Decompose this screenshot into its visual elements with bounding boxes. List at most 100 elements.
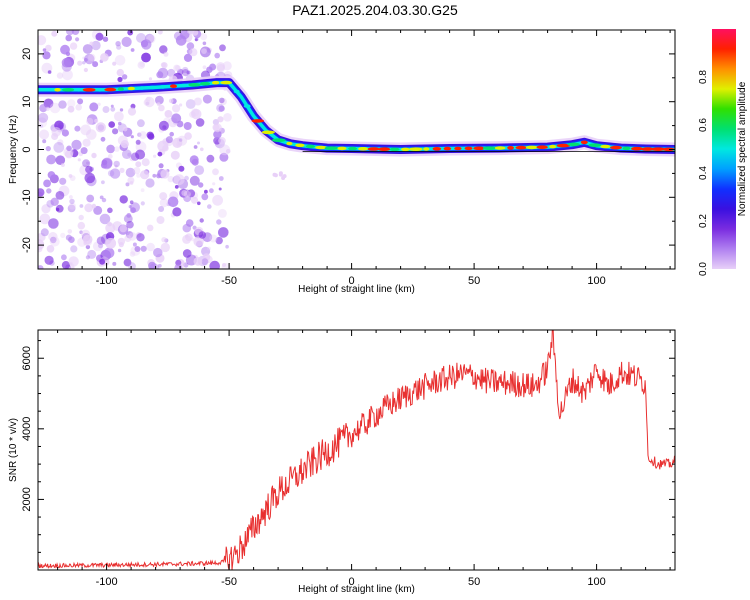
noise-blob: [177, 135, 188, 146]
noise-blob: [39, 213, 51, 225]
snr-y-tick-label: 4000: [21, 417, 33, 441]
noise-blob: [167, 68, 176, 78]
noise-blob: [38, 112, 49, 123]
noise-blob: [174, 264, 183, 269]
noise-blob: [83, 67, 88, 73]
noise-blob: [99, 195, 104, 200]
noise-blob: [121, 36, 132, 48]
noise-blob: [93, 205, 103, 215]
ridge-peak: [556, 143, 570, 148]
ridge-peak: [482, 146, 497, 150]
ridge-peak: [423, 147, 430, 151]
noise-blob: [71, 139, 82, 150]
noise-blob: [77, 98, 84, 105]
ridge-peak: [324, 146, 339, 150]
noise-blob: [216, 219, 222, 225]
noise-blob: [69, 198, 75, 205]
noise-blob: [48, 218, 59, 229]
noise-blob: [114, 146, 120, 152]
noise-blob: [122, 149, 132, 159]
noise-blob: [132, 242, 137, 247]
noise-blob: [117, 248, 122, 253]
noise-blob: [186, 42, 195, 50]
noise-blob: [91, 152, 97, 159]
colorbar-label: Normalized spectral amplitude: [737, 81, 748, 216]
noise-blob: [39, 129, 50, 140]
spectrogram-x-tick-label: 100: [587, 275, 605, 287]
noise-blob: [84, 172, 96, 184]
noise-blob: [42, 48, 47, 52]
noise-blob: [38, 188, 45, 197]
noise-blob: [182, 249, 192, 258]
noise-blob: [146, 224, 154, 232]
noise-blob: [61, 129, 69, 137]
noise-blob: [116, 68, 125, 77]
noise-blob: [178, 165, 185, 172]
noise-blob: [89, 102, 99, 112]
noise-blob: [121, 74, 128, 80]
ridge-peak: [243, 104, 251, 108]
noise-blob: [205, 255, 213, 264]
noise-blob: [278, 171, 283, 176]
noise-blob: [214, 52, 220, 59]
snr-x-tick-label: 0: [349, 576, 355, 588]
ridge-peak: [337, 146, 347, 151]
noise-blob: [189, 175, 200, 186]
noise-blob: [191, 158, 199, 166]
noise-blob: [86, 161, 90, 165]
noise-blob: [95, 122, 106, 133]
noise-blob: [99, 258, 106, 265]
ridge-peak: [220, 80, 233, 85]
noise-blob: [44, 255, 54, 265]
ridge-peak: [641, 147, 654, 151]
noise-blob: [193, 236, 204, 247]
ridge-peak: [443, 146, 452, 151]
noise-blob: [119, 195, 128, 204]
noise-blob: [70, 245, 78, 253]
noise-blob: [103, 247, 115, 259]
spectrogram-y-axis-label: Frequency (Hz): [8, 115, 19, 184]
noise-blob: [130, 48, 135, 52]
snr-line: [38, 330, 675, 570]
ridge-peak: [138, 86, 146, 90]
noise-blob: [158, 104, 165, 112]
noise-blob: [160, 242, 170, 253]
noise-blob: [82, 138, 91, 147]
ridge-peak: [200, 81, 211, 86]
noise-blob: [153, 154, 157, 158]
noise-blob: [193, 256, 203, 266]
noise-blob: [86, 117, 94, 125]
noise-blob: [219, 98, 227, 106]
noise-blob: [174, 185, 179, 189]
colorbar-tick-label: 0.8: [698, 70, 709, 84]
noise-blob: [85, 244, 91, 250]
noise-blob: [105, 237, 117, 249]
noise-blob: [189, 111, 196, 118]
noise-blob: [117, 76, 123, 83]
ridge-peak: [536, 145, 548, 149]
ridge-peak: [525, 145, 538, 150]
noise-blob: [119, 224, 127, 233]
noise-blob: [222, 263, 226, 267]
noise-blob: [68, 174, 73, 178]
noise-blob: [40, 228, 49, 237]
noise-blob: [134, 246, 141, 252]
ridge-peak: [188, 83, 201, 87]
spectrogram-y-tick-label: -20: [21, 237, 33, 253]
noise-blob: [136, 173, 141, 178]
noise-blob: [202, 41, 207, 46]
noise-blob: [92, 61, 99, 68]
noise-blob: [185, 234, 189, 238]
noise-blob: [123, 258, 132, 267]
noise-blob: [218, 176, 224, 181]
noise-blob: [159, 192, 168, 201]
noise-blob: [91, 203, 97, 209]
noise-blob: [141, 158, 150, 167]
spectrogram-y-tick-label: 10: [21, 96, 33, 108]
noise-blob: [201, 48, 207, 54]
noise-blob: [143, 99, 151, 106]
noise-blob: [152, 173, 157, 178]
noise-blob: [198, 182, 204, 188]
noise-blob: [87, 249, 97, 259]
noise-blob: [223, 113, 232, 122]
